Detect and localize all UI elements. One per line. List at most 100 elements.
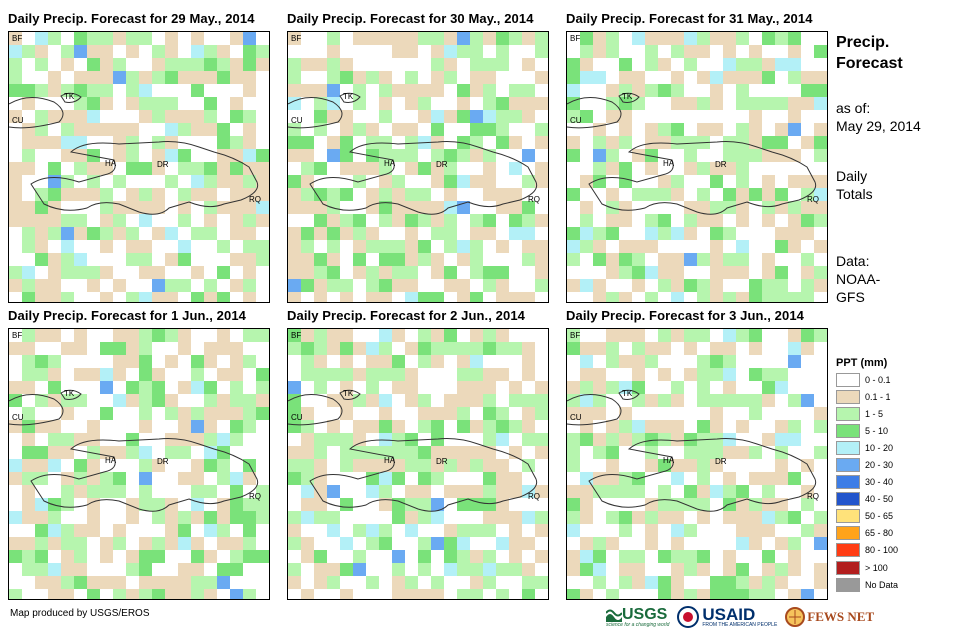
precip-cell [178, 136, 191, 149]
precip-cell [723, 511, 736, 524]
precip-cell [697, 420, 710, 433]
precip-cell [509, 329, 522, 342]
precip-cell [392, 175, 405, 188]
precip-cell [580, 524, 593, 537]
precip-cell [658, 589, 671, 599]
precip-cell [178, 446, 191, 459]
precip-cell [191, 563, 204, 576]
precip-cell [256, 563, 269, 576]
precip-cell [288, 485, 301, 498]
precip-cell [658, 368, 671, 381]
precip-cell [243, 136, 256, 149]
precip-cell [762, 342, 775, 355]
precip-cell [392, 381, 405, 394]
precip-cell [392, 97, 405, 110]
precip-cell [697, 537, 710, 550]
precip-cell [113, 563, 126, 576]
precip-cell [366, 227, 379, 240]
precip-cell [457, 84, 470, 97]
precip-cell [379, 214, 392, 227]
precip-cell [152, 394, 165, 407]
precip-cell [379, 498, 392, 511]
precip-cell [535, 420, 548, 433]
precip-cell [509, 511, 522, 524]
precip-cell [48, 433, 61, 446]
precip-cell [48, 368, 61, 381]
precip-cell [165, 136, 178, 149]
legend-swatch [836, 423, 860, 438]
precip-cell [379, 524, 392, 537]
precip-cell [353, 355, 366, 368]
precip-cell [710, 84, 723, 97]
map-label-tk: TK [343, 92, 354, 101]
precip-cell [230, 175, 243, 188]
precip-cell [645, 32, 658, 45]
precip-cell [723, 227, 736, 240]
precip-cell [152, 162, 165, 175]
precip-cell [593, 342, 606, 355]
precip-cell [470, 32, 483, 45]
precip-cell [165, 511, 178, 524]
precip-cell [74, 292, 87, 302]
precip-cell [87, 188, 100, 201]
precip-cell [593, 355, 606, 368]
precip-cell [801, 563, 814, 576]
precip-cell [392, 485, 405, 498]
precip-cell [606, 136, 619, 149]
precip-cell [814, 71, 827, 84]
precip-cell [788, 472, 801, 485]
precip-cell [567, 563, 580, 576]
precip-cell [632, 589, 645, 599]
precip-cell [74, 368, 87, 381]
precip-cell [567, 188, 580, 201]
precip-cell [113, 136, 126, 149]
precip-cell [684, 240, 697, 253]
precip-cell [327, 381, 340, 394]
precip-cell [723, 420, 736, 433]
precip-cell [496, 407, 509, 420]
precip-cell [658, 498, 671, 511]
precip-map: BF TK CU HA DR RQ [566, 31, 828, 303]
precip-cell [366, 162, 379, 175]
precip-cell [327, 292, 340, 302]
precip-cell [483, 32, 496, 45]
precip-cell [100, 136, 113, 149]
precip-cell [535, 576, 548, 589]
precip-cell [619, 240, 632, 253]
precip-cell [113, 394, 126, 407]
precip-cell [535, 266, 548, 279]
precip-cell [723, 446, 736, 459]
precip-cell [301, 240, 314, 253]
precip-cell [191, 214, 204, 227]
precip-cell [697, 214, 710, 227]
precip-cell [567, 524, 580, 537]
precip-cell [736, 97, 749, 110]
precip-cell [723, 149, 736, 162]
precip-cell [736, 58, 749, 71]
precip-cell [87, 407, 100, 420]
precip-cell [580, 420, 593, 433]
precip-cell [496, 253, 509, 266]
precip-cell [405, 394, 418, 407]
precip-cell [22, 266, 35, 279]
precip-cell [736, 175, 749, 188]
precip-cell [509, 97, 522, 110]
precip-cell [496, 110, 509, 123]
precip-cell [710, 342, 723, 355]
precip-cell [658, 511, 671, 524]
precip-cell [191, 511, 204, 524]
precip-cell [61, 188, 74, 201]
precip-cell [22, 84, 35, 97]
precip-cell [593, 162, 606, 175]
coastline [339, 92, 361, 103]
precip-cell [775, 71, 788, 84]
precip-cell [606, 123, 619, 136]
precip-cell [243, 292, 256, 302]
precip-cell [340, 368, 353, 381]
precip-cell [35, 329, 48, 342]
precip-cell [431, 576, 444, 589]
precip-cell [580, 511, 593, 524]
precip-cell [671, 32, 684, 45]
precip-cell [243, 368, 256, 381]
precip-cell [178, 342, 191, 355]
